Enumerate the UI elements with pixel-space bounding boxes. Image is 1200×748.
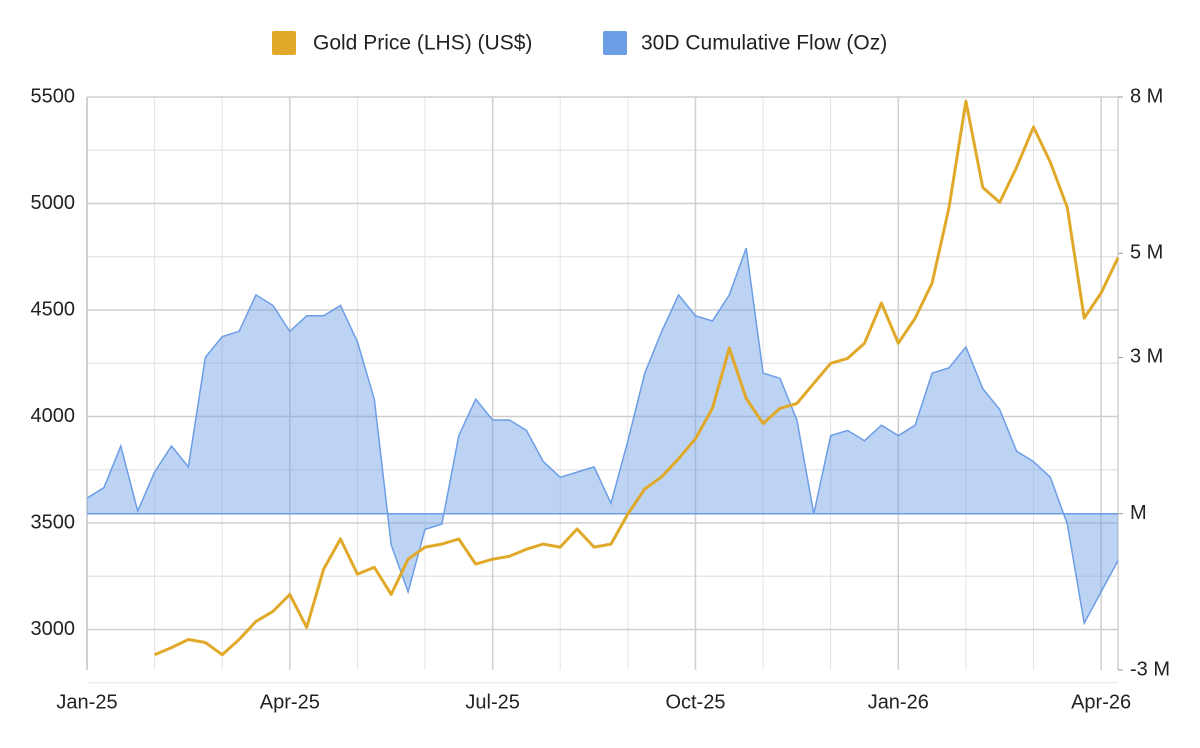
y2-tick-label: -3 M (1130, 658, 1170, 680)
x-tick-label: Jul-25 (465, 691, 519, 713)
area-fill (87, 248, 1118, 624)
line (154, 99, 1120, 657)
y2-tick-label: 8 M (1130, 85, 1163, 107)
y-tick-label: 3500 (31, 511, 76, 533)
legend-swatch (272, 31, 296, 55)
legend: Gold Price (LHS) (US$) 30D Cumulative Fl… (272, 31, 887, 55)
y-tick-label: 4000 (31, 405, 76, 427)
y-tick-label: 4500 (31, 298, 76, 320)
x-tick-label: Apr-25 (260, 691, 320, 713)
y2-tick-label: M (1130, 502, 1147, 524)
x-tick-label: Apr-26 (1071, 691, 1131, 713)
x-tick-label: Jan-26 (868, 691, 929, 713)
y2-tick-label: 3 M (1130, 346, 1163, 368)
y-tick-label: 5000 (31, 192, 76, 214)
area-line (86, 247, 1119, 626)
legend-label: 30D Cumulative Flow (Oz) (641, 32, 887, 55)
y-tick-label: 5500 (31, 85, 76, 107)
x-tick-label: Jan-25 (56, 691, 117, 713)
y-tick-label: 3000 (31, 618, 76, 640)
legend-swatch (603, 31, 627, 55)
x-tick-label: Oct-25 (665, 691, 725, 713)
legend-label: Gold Price (LHS) (US$) (313, 32, 532, 55)
y2-tick-label: 5 M (1130, 242, 1163, 264)
